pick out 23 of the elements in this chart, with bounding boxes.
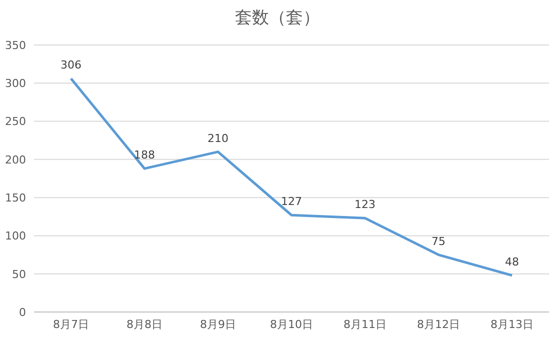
x-tick-label: 8月10日	[270, 318, 313, 331]
y-tick-label: 250	[5, 115, 26, 128]
data-label: 48	[505, 255, 519, 268]
x-tick-label: 8月11日	[344, 318, 386, 331]
y-tick-label: 300	[5, 77, 26, 90]
x-tick-label: 8月8日	[126, 318, 162, 331]
y-tick-label: 350	[5, 38, 26, 52]
x-tick-label: 8月9日	[200, 318, 236, 331]
y-tick-label: 0	[19, 306, 26, 319]
data-label: 75	[432, 234, 446, 248]
y-tick-label: 100	[5, 230, 26, 243]
data-label: 306	[60, 58, 82, 72]
y-tick-label: 50	[12, 268, 26, 281]
y-tick-label: 150	[5, 191, 26, 204]
data-label: 210	[208, 132, 228, 145]
chart-title: 套数（套）	[234, 7, 321, 29]
data-label: 127	[281, 195, 302, 208]
x-tick-label: 8月13日	[490, 318, 534, 331]
data-label: 123	[354, 198, 376, 212]
x-tick-label: 8月12日	[417, 318, 460, 331]
data-label: 188	[134, 148, 155, 162]
y-tick-label: 200	[5, 153, 26, 166]
x-tick-label: 8月7日	[53, 318, 89, 331]
